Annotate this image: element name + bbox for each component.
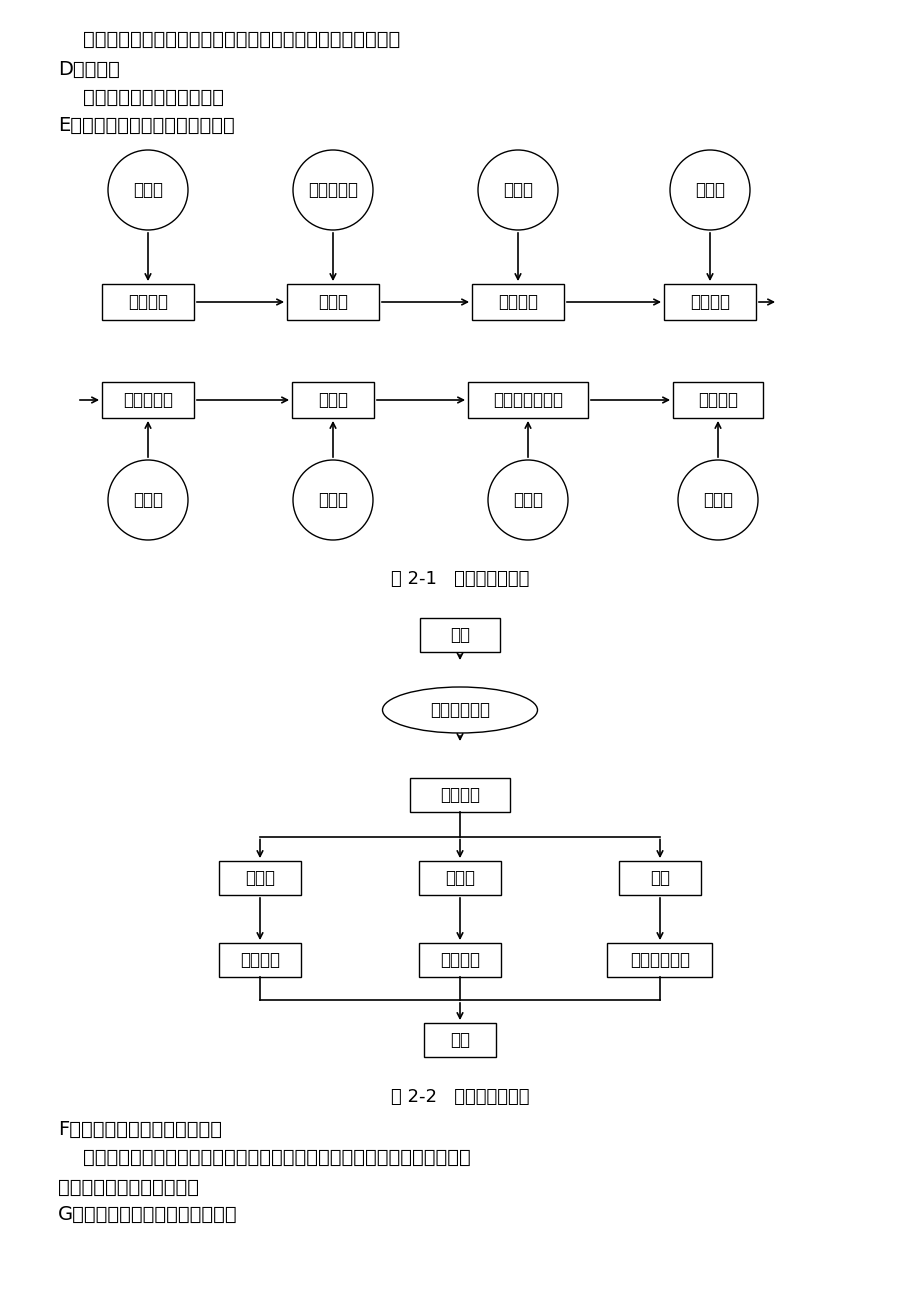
Text: E、基本的数据流程和处理流程：: E、基本的数据流程和处理流程： bbox=[58, 116, 234, 135]
Text: 查看个人信息: 查看个人信息 bbox=[630, 950, 689, 969]
Bar bbox=[291, 381, 374, 418]
Bar bbox=[424, 1023, 495, 1057]
Text: 收銀员: 收銀员 bbox=[513, 491, 542, 509]
Bar bbox=[673, 381, 762, 418]
Text: 离开超市: 离开超市 bbox=[698, 391, 737, 409]
Text: 进入超市: 进入超市 bbox=[128, 293, 168, 311]
Text: 登录: 登录 bbox=[449, 626, 470, 644]
Text: 器械管理部: 器械管理部 bbox=[308, 181, 357, 199]
Ellipse shape bbox=[382, 687, 537, 733]
Bar bbox=[418, 943, 501, 976]
Text: 人员未经允许无任何权限。: 人员未经允许无任何权限。 bbox=[58, 1178, 199, 1197]
Text: 读写全部: 读写全部 bbox=[240, 950, 279, 969]
Bar bbox=[287, 284, 379, 320]
Text: 会员: 会员 bbox=[650, 868, 669, 887]
Circle shape bbox=[108, 460, 187, 540]
Text: 测重部: 测重部 bbox=[694, 181, 724, 199]
Circle shape bbox=[677, 460, 757, 540]
Circle shape bbox=[487, 460, 567, 540]
Bar bbox=[418, 861, 501, 894]
Bar bbox=[410, 779, 509, 812]
Bar bbox=[102, 284, 194, 320]
Text: 消费者: 消费者 bbox=[702, 491, 732, 509]
Text: 会员管理系统: 会员管理系统 bbox=[429, 700, 490, 719]
Text: 消费者: 消费者 bbox=[133, 181, 163, 199]
Text: 测重专区: 测重专区 bbox=[689, 293, 729, 311]
Text: 出示会员卡: 出示会员卡 bbox=[123, 391, 173, 409]
Text: 管理员: 管理员 bbox=[244, 868, 275, 887]
Text: G、同本系统相连接的其他系统：: G、同本系统相连接的其他系统： bbox=[58, 1204, 237, 1224]
Text: D、输入：: D、输入： bbox=[58, 60, 119, 79]
Text: 结账部: 结账部 bbox=[318, 491, 347, 509]
Text: 退出: 退出 bbox=[449, 1031, 470, 1049]
Text: 更新会员卡积分: 更新会员卡积分 bbox=[493, 391, 562, 409]
Bar bbox=[468, 381, 587, 418]
Bar bbox=[102, 381, 194, 418]
Text: 购物车: 购物车 bbox=[318, 293, 347, 311]
Text: 查看全部: 查看全部 bbox=[439, 950, 480, 969]
Text: 会员基本信息清单、会员购物详细清单、会员积分详细清单。: 会员基本信息清单、会员购物详细清单、会员积分详细清单。 bbox=[58, 30, 400, 49]
Text: 经营者: 经营者 bbox=[445, 868, 474, 887]
Text: 权限验证: 权限验证 bbox=[439, 786, 480, 805]
Bar bbox=[219, 861, 301, 894]
Circle shape bbox=[108, 150, 187, 230]
Text: 购物专区: 购物专区 bbox=[497, 293, 538, 311]
Text: 导购员: 导购员 bbox=[503, 181, 532, 199]
Bar bbox=[664, 284, 755, 320]
Text: 会员基本信息、初始积分。: 会员基本信息、初始积分。 bbox=[58, 89, 223, 107]
Text: 管理员有读写权限，经营者有查看权限，会员有查看自己信息的权利，其他: 管理员有读写权限，经营者有查看权限，会员有查看自己信息的权利，其他 bbox=[58, 1148, 471, 1167]
Circle shape bbox=[292, 150, 372, 230]
Text: 图 2-1   系统数据流程图: 图 2-1 系统数据流程图 bbox=[391, 570, 528, 589]
Text: 图 2-2   系统功能实现图: 图 2-2 系统功能实现图 bbox=[391, 1088, 528, 1105]
Bar bbox=[420, 618, 499, 652]
Text: 收銀台: 收銀台 bbox=[318, 391, 347, 409]
Circle shape bbox=[669, 150, 749, 230]
Bar bbox=[219, 943, 301, 976]
Circle shape bbox=[478, 150, 558, 230]
Text: F、在安全与保密方面的要求：: F、在安全与保密方面的要求： bbox=[58, 1120, 221, 1139]
Bar bbox=[471, 284, 563, 320]
Bar bbox=[607, 943, 711, 976]
Text: 消费者: 消费者 bbox=[133, 491, 163, 509]
Circle shape bbox=[292, 460, 372, 540]
Bar bbox=[618, 861, 700, 894]
